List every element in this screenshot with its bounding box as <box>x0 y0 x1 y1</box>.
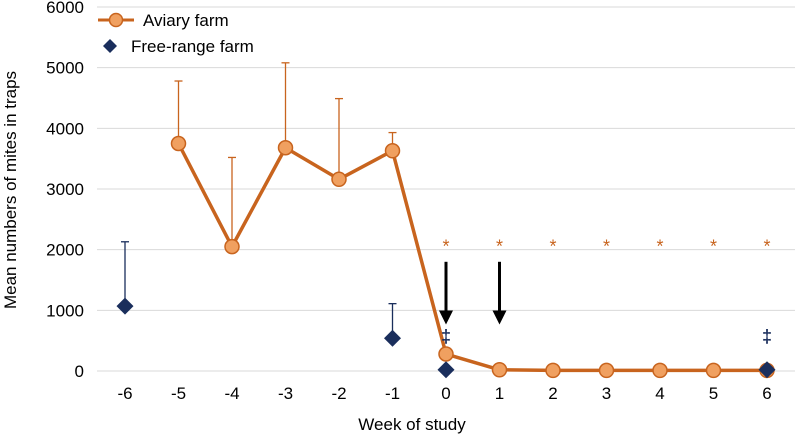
aviary-point <box>545 362 561 379</box>
free-range-point <box>116 297 134 315</box>
x-tick-label: 2 <box>548 384 557 403</box>
x-tick-label: -4 <box>224 384 239 403</box>
aviary-line <box>176 142 767 373</box>
x-tick-label: -1 <box>385 384 400 403</box>
gridlines <box>97 6 795 372</box>
y-tick-label: 0 <box>75 362 84 381</box>
y-tick-label: 1000 <box>46 301 84 320</box>
series-aviary-farm <box>170 135 775 379</box>
significance-star: * <box>549 237 556 257</box>
legend-label-aviary: Aviary farm <box>143 11 229 30</box>
aviary-point <box>491 362 508 378</box>
legend-label-free-range: Free-range farm <box>131 37 254 56</box>
free-range-point <box>384 329 401 347</box>
legend-marker-free-range <box>103 39 117 53</box>
significance-star: * <box>442 237 449 257</box>
x-tick-label: 1 <box>495 384 504 403</box>
x-tick-label: 6 <box>762 384 771 403</box>
x-tick-labels: -6 -5 -4 -3 -2 -1 0 1 2 3 4 5 6 <box>117 384 771 403</box>
y-tick-label: 3000 <box>46 180 84 199</box>
significance-star: * <box>710 237 717 257</box>
series-free-range-farm <box>116 297 776 379</box>
free-range-point <box>437 361 455 379</box>
y-tick-label: 6000 <box>46 0 84 17</box>
significance-star: * <box>656 237 663 257</box>
x-tick-label: 3 <box>602 384 611 403</box>
x-tick-label: -3 <box>278 384 293 403</box>
x-tick-label: -5 <box>171 384 186 403</box>
y-tick-label: 2000 <box>46 241 84 260</box>
aviary-point <box>170 135 187 152</box>
aviary-point <box>224 238 240 255</box>
x-tick-label: 0 <box>441 384 450 403</box>
y-axis-label: Mean numbers of mites in traps <box>1 71 20 309</box>
x-tick-label: 5 <box>709 384 718 403</box>
treatment-arrow-head <box>492 310 507 325</box>
aviary-point <box>277 139 294 156</box>
x-tick-label: -2 <box>331 384 346 403</box>
free-range-point <box>758 361 776 379</box>
aviary-point <box>705 362 722 379</box>
annotations: * * * * * * * ‡ ‡ <box>439 237 772 347</box>
x-axis-label: Week of study <box>358 415 466 434</box>
legend-marker-aviary <box>108 12 124 28</box>
y-tick-label: 5000 <box>46 59 84 78</box>
y-tick-labels: 0 1000 2000 3000 4000 5000 6000 <box>46 0 84 381</box>
significance-star: * <box>603 237 610 257</box>
error-bars <box>121 62 397 339</box>
x-tick-label: -6 <box>117 384 132 403</box>
significance-dagger: ‡ <box>762 327 772 347</box>
aviary-point <box>652 362 668 379</box>
aviary-point <box>438 346 454 362</box>
aviary-point <box>384 143 401 159</box>
treatment-arrow-head <box>439 310 453 325</box>
significance-star: * <box>763 237 770 257</box>
significance-dagger: ‡ <box>441 327 451 347</box>
aviary-point <box>331 171 347 188</box>
significance-star: * <box>496 237 503 257</box>
aviary-point <box>598 362 615 379</box>
x-tick-label: 4 <box>655 384 664 403</box>
legend: Aviary farm Free-range farm <box>98 11 254 56</box>
y-tick-label: 4000 <box>46 119 84 138</box>
